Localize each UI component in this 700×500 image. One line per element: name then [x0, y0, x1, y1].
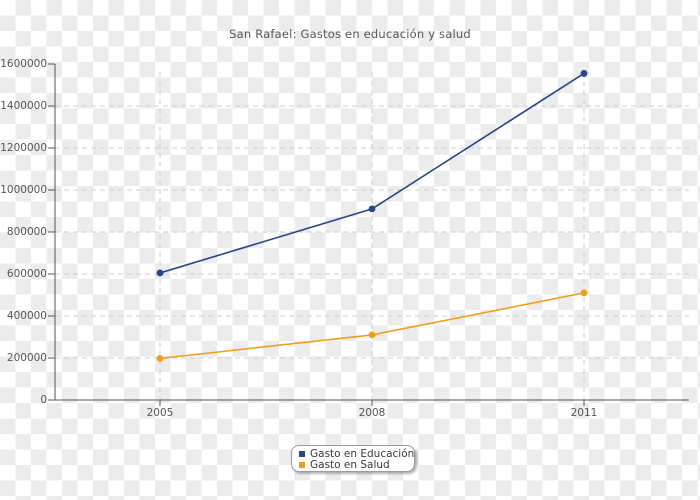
- chart-title: San Rafael: Gastos en educación y salud: [229, 27, 471, 41]
- data-point: [156, 269, 164, 277]
- data-point: [368, 331, 376, 339]
- salud-series-swatch: [299, 461, 305, 468]
- data-point: [368, 205, 376, 213]
- legend-label-salud: Gasto en Salud: [310, 458, 390, 471]
- y-tick-label: 400000: [6, 309, 47, 322]
- data-point: [156, 355, 164, 362]
- educacion-series-swatch: [299, 450, 305, 457]
- legend: Gasto en Educación Gasto en Salud: [291, 445, 415, 472]
- data-point: [580, 70, 588, 77]
- y-tick-label: 1400000: [0, 99, 47, 112]
- x-tick-label: 2011: [570, 407, 598, 419]
- x-tick-label: 2005: [146, 407, 174, 419]
- legend-label-educacion: Gasto en Educación: [310, 447, 415, 460]
- y-tick-label: 0: [40, 393, 47, 406]
- y-tick-label: 1600000: [0, 57, 47, 70]
- y-tick-label: 1000000: [0, 183, 47, 196]
- x-tick-label: 2008: [358, 407, 386, 419]
- legend-item-educacion: Gasto en Educación: [299, 447, 415, 460]
- y-tick-label: 800000: [6, 225, 47, 238]
- y-tick-label: 1200000: [0, 141, 47, 154]
- data-point: [580, 289, 588, 297]
- legend-item-salud: Gasto en Salud: [299, 458, 414, 471]
- y-tick-label: 200000: [6, 351, 47, 364]
- y-tick-label: 600000: [6, 267, 47, 280]
